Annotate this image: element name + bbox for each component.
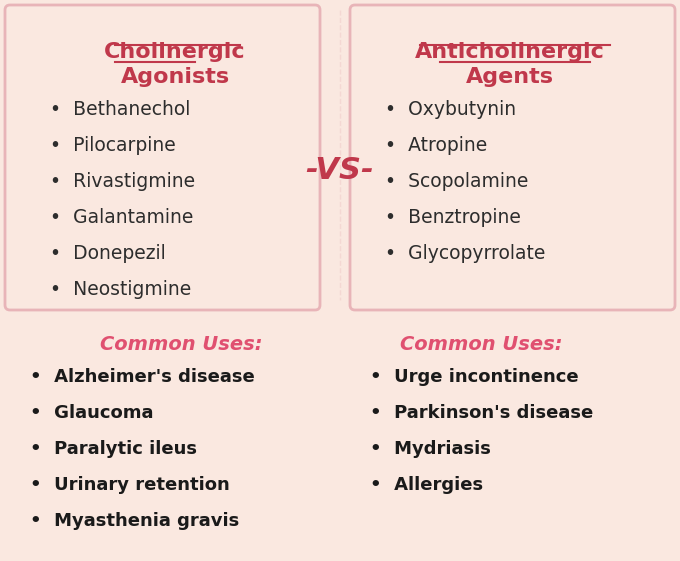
FancyBboxPatch shape: [5, 5, 320, 310]
Text: •  Paralytic ileus: • Paralytic ileus: [30, 440, 197, 458]
Text: Common Uses:: Common Uses:: [100, 335, 262, 354]
Text: •  Atropine: • Atropine: [385, 136, 488, 155]
Text: -VS-: -VS-: [306, 155, 374, 185]
Text: •  Oxybutynin: • Oxybutynin: [385, 100, 516, 119]
Text: •  Mydriasis: • Mydriasis: [370, 440, 491, 458]
Text: •  Parkinson's disease: • Parkinson's disease: [370, 404, 593, 422]
Text: Anticholinergic
Agents: Anticholinergic Agents: [415, 42, 605, 87]
Text: •  Glaucoma: • Glaucoma: [30, 404, 154, 422]
FancyBboxPatch shape: [350, 5, 675, 310]
Text: •  Benztropine: • Benztropine: [385, 208, 521, 227]
Text: •  Alzheimer's disease: • Alzheimer's disease: [30, 368, 255, 386]
Text: •  Neostigmine: • Neostigmine: [50, 280, 191, 299]
Text: •  Urinary retention: • Urinary retention: [30, 476, 230, 494]
Text: Cholinergic
Agonists: Cholinergic Agonists: [104, 42, 245, 87]
Text: •  Donepezil: • Donepezil: [50, 244, 166, 263]
Text: Common Uses:: Common Uses:: [400, 335, 562, 354]
Text: •  Allergies: • Allergies: [370, 476, 483, 494]
Text: •  Urge incontinence: • Urge incontinence: [370, 368, 579, 386]
Text: •  Pilocarpine: • Pilocarpine: [50, 136, 175, 155]
Text: •  Bethanechol: • Bethanechol: [50, 100, 190, 119]
Text: •  Glycopyrrolate: • Glycopyrrolate: [385, 244, 545, 263]
Text: •  Galantamine: • Galantamine: [50, 208, 193, 227]
Text: •  Scopolamine: • Scopolamine: [385, 172, 528, 191]
Text: •  Rivastigmine: • Rivastigmine: [50, 172, 195, 191]
Text: •  Myasthenia gravis: • Myasthenia gravis: [30, 512, 239, 530]
